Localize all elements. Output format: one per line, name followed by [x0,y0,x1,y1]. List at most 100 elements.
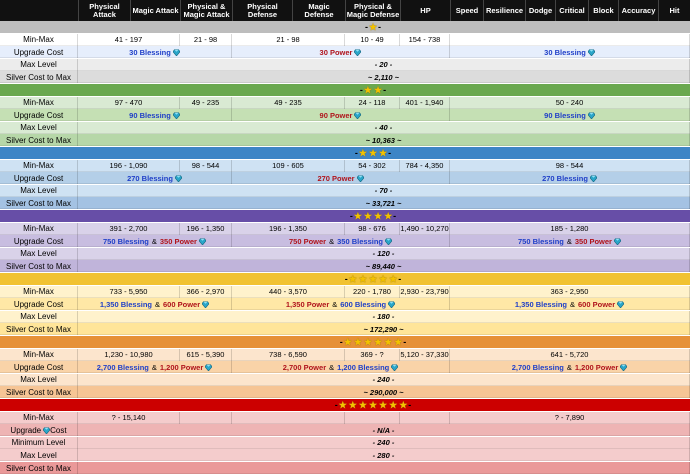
upgrade-cost-cell: 90 Blessing [450,109,690,122]
silver-cost-cell: ~ 2,110 ~ [78,71,690,84]
row-label-min-max: Min-Max [0,33,78,46]
gem-icon [204,364,213,372]
row-label-min-max: Min-Max [0,159,78,172]
row-label-upgrade-cost: Upgrade Cost [0,424,78,437]
star-rating-dash-left: - [334,400,338,410]
star-rating-dash-left: - [339,337,343,347]
table-row: Upgrade Cost - N/A - [0,424,690,437]
header-magic-defense: Magic Defense [292,0,345,21]
row-label-silver-cost: Silver Cost to Max [0,386,78,399]
table-row: Silver Cost to Max [0,462,690,474]
cost-amount: 270 Power [317,173,355,183]
row-label-min-max: Min-Max [0,285,78,298]
row-label-upgrade-cost: Upgrade Cost [0,361,78,374]
upgrade-cost-cell: 30 Blessing [78,46,232,59]
header-block: Block [588,0,618,21]
star-icon: ★ [353,210,362,221]
row-label-upgrade-cost: Upgrade Cost [0,172,78,185]
header-blank [0,0,78,21]
row-label-minimum-level: Minimum Level [0,436,78,449]
cost-amount: 750 Blessing [518,236,564,246]
min-max-cell [400,411,450,424]
star-rating-dash-right: - [378,22,382,32]
upgrade-cost-cell: 270 Power [232,172,450,185]
min-max-cell: 5,120 - 37,330 [400,348,450,361]
row-label-min-max: Min-Max [0,411,78,424]
max-level-cell: - 240 - [78,373,690,386]
row-label-silver-cost: Silver Cost to Max [0,323,78,336]
cost-ampersand: & [332,299,338,309]
max-level-cell: - 20 - [78,58,690,71]
row-label-max-level: Max Level [0,247,78,260]
tier-band-5: - ★ ★ ★ ★ ★ - [0,273,690,285]
star-rating-dash-left: - [359,85,363,95]
cost-ampersand: & [151,236,157,246]
min-max-cell: 733 - 5,950 [78,285,180,298]
row-label-upgrade-cost: Upgrade Cost [0,298,78,311]
cost-amount: 600 Blessing [340,299,387,309]
table-row: Max Level - 40 - [0,121,690,134]
min-max-cell [345,411,400,424]
star-icon: ★ [389,399,398,410]
cost-amount: 30 Power [319,47,353,57]
min-max-cell [450,33,690,46]
header-critical: Critical [555,0,588,21]
cost-amount: 30 Blessing [544,47,586,57]
min-max-cell: 98 - 544 [180,159,232,172]
table-row: Min-Max 733 - 5,950 366 - 2,970 440 - 3,570… [0,285,690,298]
table-row: Min-Max 1,230 - 10,980 615 - 5,390 738 - 6,… [0,348,690,361]
star-rating-dash-left: - [364,22,368,32]
silver-cost-cell: ~ 290,000 ~ [78,386,690,399]
star-rating-dash-left: - [344,274,348,284]
table-row: Max Level - 20 - [0,58,690,71]
min-max-cell: 97 - 470 [78,96,180,109]
gem-icon [354,49,362,57]
gem-icon [356,175,364,183]
upgrade-label-text: Upgrade [10,425,42,435]
min-max-cell: 49 - 235 [180,96,232,109]
gem-icon [619,364,628,372]
cost-amount: 600 Power [163,299,201,309]
cost-ampersand: & [151,362,157,372]
row-label-min-max: Min-Max [0,96,78,109]
min-max-cell: 54 - 302 [345,159,400,172]
star-icon: ★ [379,399,388,410]
min-max-cell [180,411,232,424]
star-icon: ★ [374,84,383,95]
table-row: Upgrade Cost 270 Blessing 270 Power 270 Ble… [0,172,690,185]
star-rating-dash-right: - [393,211,397,221]
table-row: Min-Max 41 - 197 21 - 98 21 - 98 10 - 49 154 … [0,33,690,46]
min-max-cell: 109 - 605 [232,159,345,172]
star-icon: ★ [368,21,378,32]
row-label-silver-cost: Silver Cost to Max [0,462,78,474]
star-icon: ★ [368,147,378,158]
gem-icon [589,175,598,183]
min-max-cell: 366 - 2,970 [180,285,232,298]
min-max-cell: 220 - 1,780 [345,285,400,298]
star-icon: ★ [358,147,367,158]
star-icon: ★ [384,336,393,347]
upgrade-cost-cell: 270 Blessing [450,172,690,185]
star-rating-dash-right: - [383,85,387,95]
min-max-cell: 641 - 5,720 [450,348,690,361]
table-row: Silver Cost to Max ~ 2,110 ~ [0,71,690,84]
cost-amount: 350 Power [159,236,197,246]
gem-icon [384,238,393,246]
upgrade-cost-cell: 2,700 Blessing & 1,200 Power [78,361,232,374]
min-max-cell: 2,930 - 23,790 [400,285,450,298]
silver-cost-cell [78,462,690,474]
min-max-cell: 21 - 98 [232,33,345,46]
upgrade-cost-cell: 750 Power & 350 Blessing [232,235,450,248]
gem-icon [172,112,181,120]
header-accuracy: Accuracy [618,0,658,21]
cost-amount: 1,200 Power [574,362,619,372]
cost-amount: 350 Blessing [337,236,383,246]
star-icon: ★ [338,399,347,410]
star-icon: ★ [374,210,383,221]
row-label-upgrade-cost: Upgrade Cost [0,46,78,59]
min-max-cell: 196 - 1,090 [78,159,180,172]
cost-amount: 1,200 Power [159,362,204,372]
star-icon: ★ [348,399,357,410]
cost-label-text: Cost [50,425,67,435]
min-max-cell: 154 - 738 [400,33,450,46]
